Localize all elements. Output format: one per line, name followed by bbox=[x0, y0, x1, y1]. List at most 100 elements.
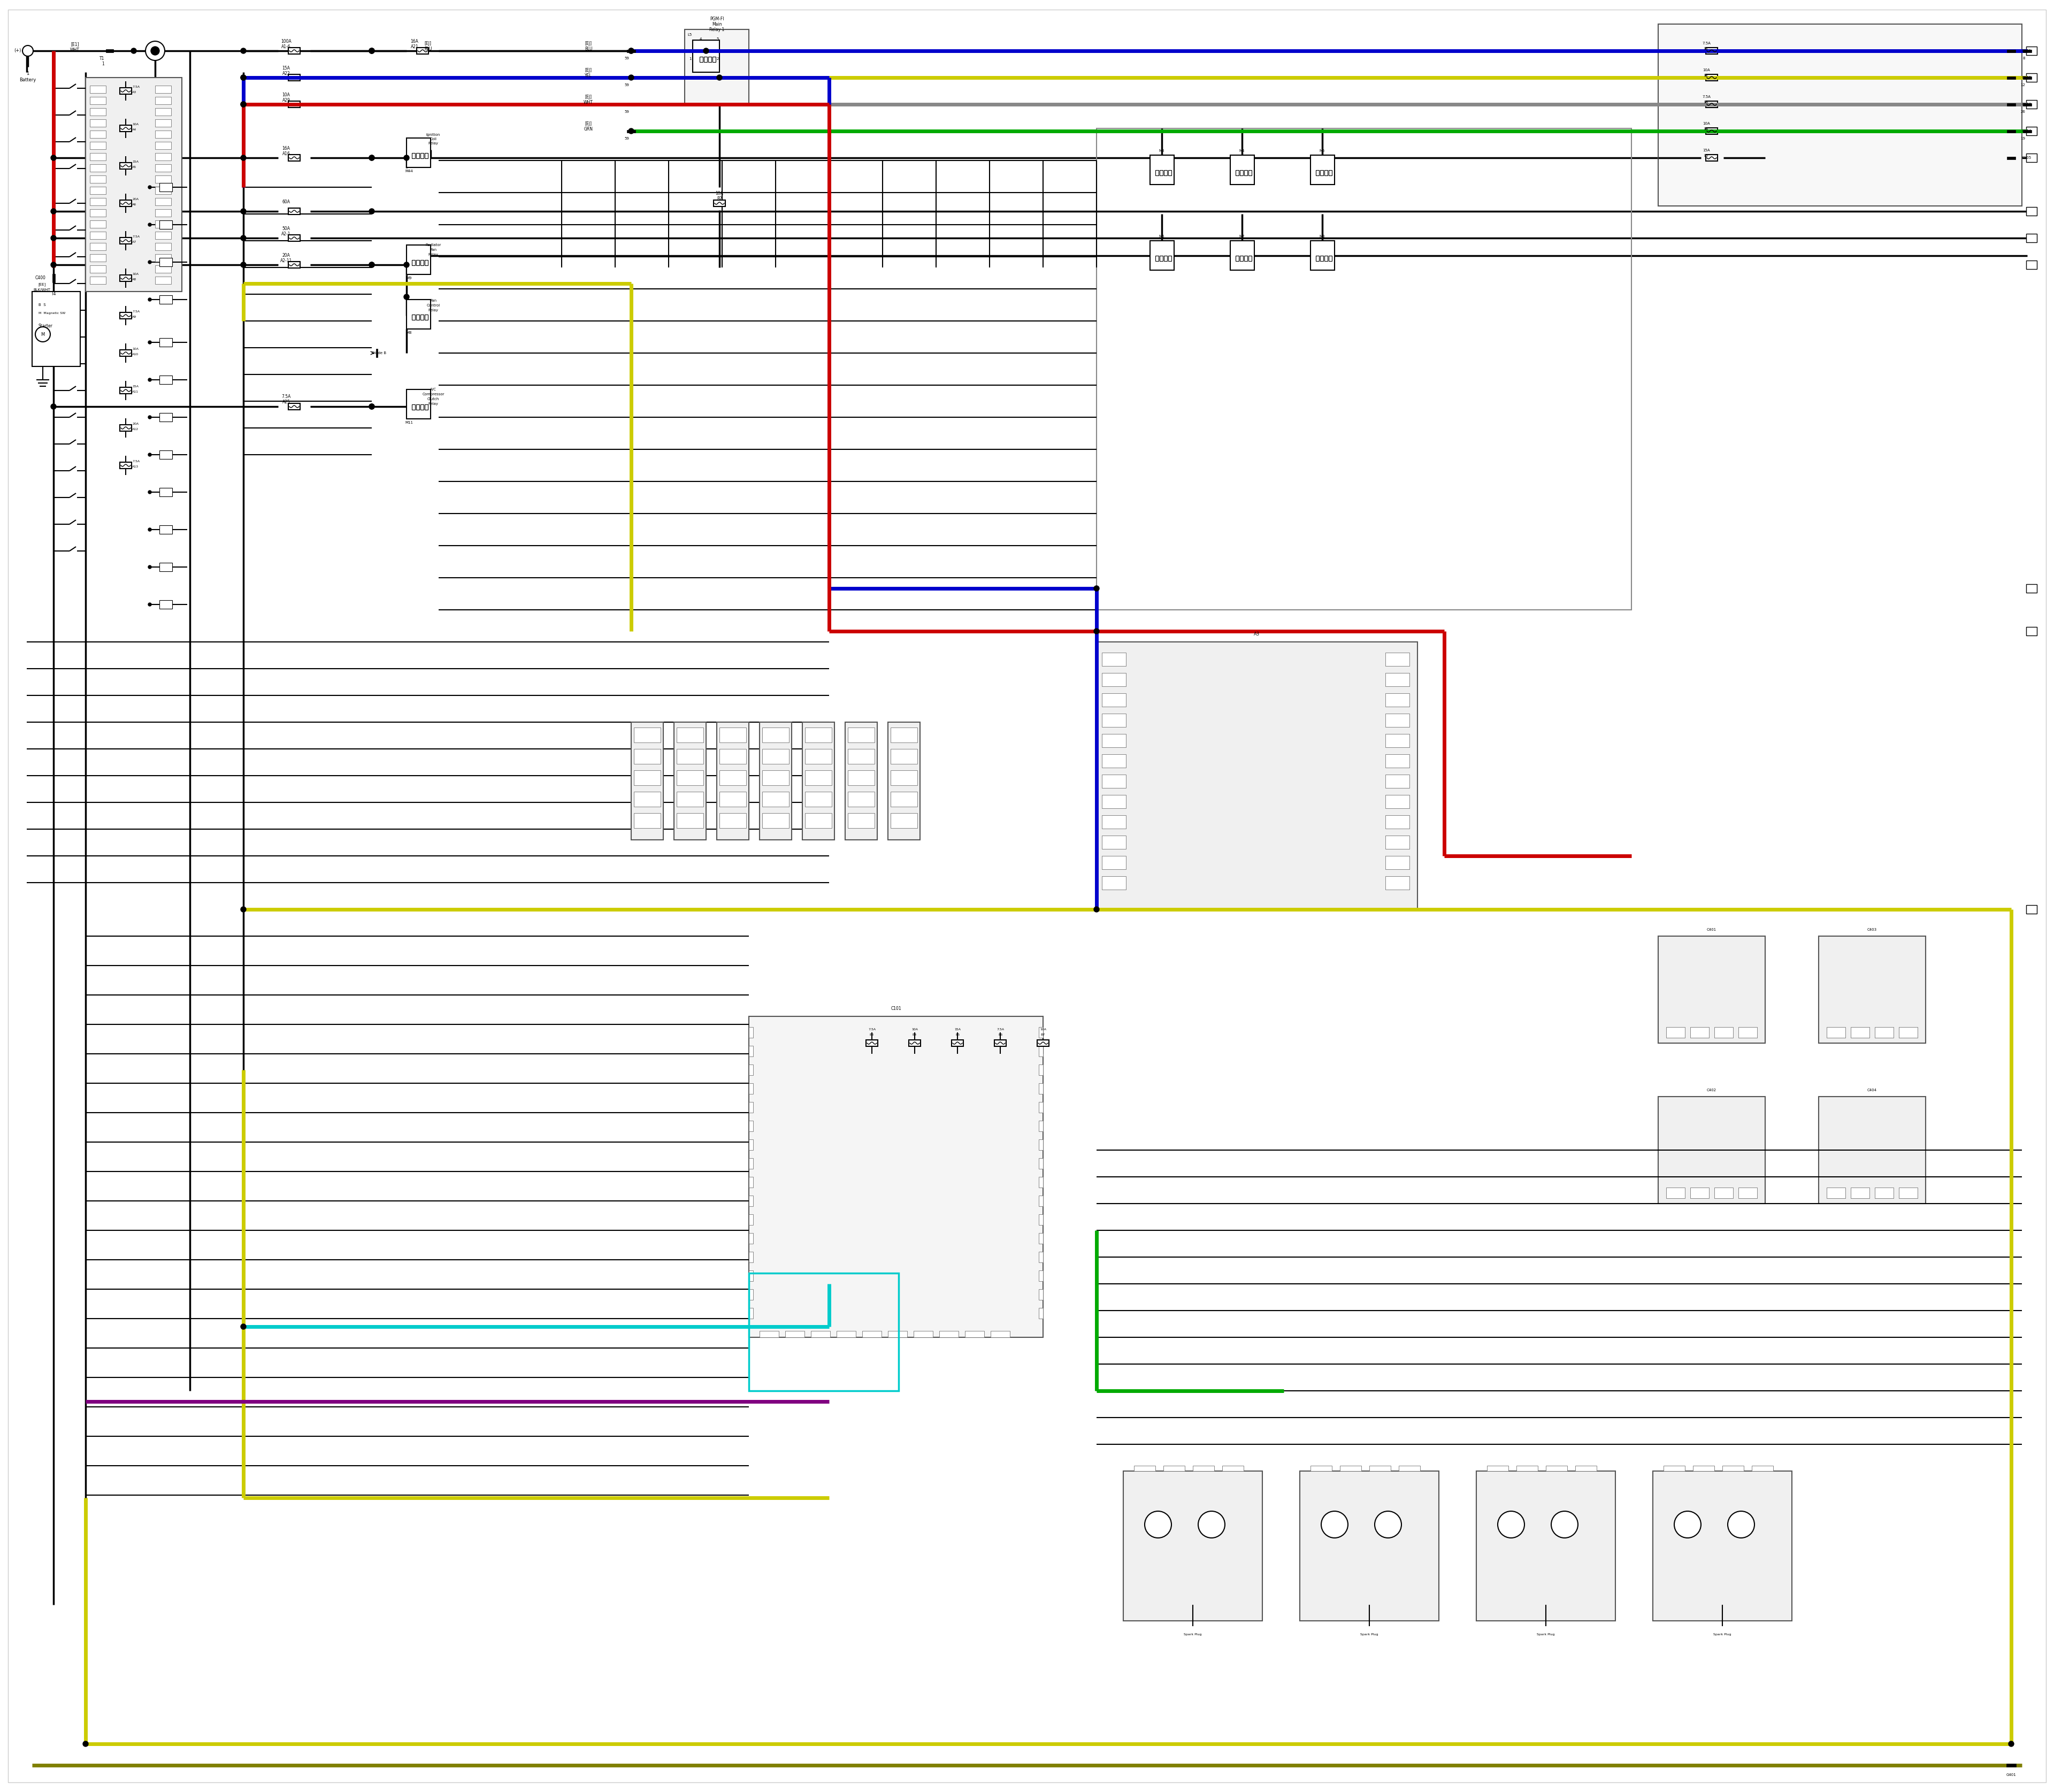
Text: M11: M11 bbox=[405, 421, 413, 425]
Text: A8: A8 bbox=[131, 278, 136, 281]
Bar bbox=[1851, 1027, 1869, 1038]
Text: A10: A10 bbox=[131, 353, 138, 355]
Text: A3: A3 bbox=[1255, 631, 1259, 636]
Bar bbox=[805, 792, 832, 806]
Bar bbox=[1150, 156, 1175, 185]
Circle shape bbox=[82, 1742, 88, 1747]
Text: C404: C404 bbox=[1867, 1088, 1877, 1091]
Bar bbox=[1875, 1027, 1894, 1038]
Bar bbox=[635, 728, 661, 742]
Text: G401: G401 bbox=[2007, 1774, 2017, 1776]
Bar bbox=[676, 814, 702, 828]
Circle shape bbox=[370, 262, 374, 267]
Circle shape bbox=[148, 260, 152, 263]
Bar bbox=[750, 1158, 754, 1168]
Bar bbox=[635, 771, 661, 785]
Bar bbox=[119, 201, 131, 206]
Bar bbox=[762, 792, 789, 806]
Circle shape bbox=[370, 156, 374, 161]
Bar bbox=[1097, 129, 1631, 609]
Bar bbox=[1039, 1233, 1043, 1244]
Text: C400: C400 bbox=[35, 276, 45, 281]
Bar bbox=[288, 403, 300, 410]
Bar bbox=[1101, 713, 1126, 728]
Text: B2: B2 bbox=[717, 197, 723, 201]
Text: 20A: 20A bbox=[131, 197, 138, 201]
Text: M8: M8 bbox=[1319, 235, 1325, 238]
Text: A5: A5 bbox=[131, 165, 136, 168]
Circle shape bbox=[148, 222, 152, 226]
Text: 10A: 10A bbox=[1039, 1029, 1045, 1030]
Bar bbox=[90, 254, 107, 262]
Bar bbox=[750, 1288, 754, 1299]
Text: 15A: 15A bbox=[281, 66, 290, 70]
Bar bbox=[713, 201, 725, 206]
Bar bbox=[417, 260, 419, 265]
Text: 59: 59 bbox=[624, 57, 629, 59]
Bar bbox=[1384, 857, 1409, 869]
Bar bbox=[939, 1331, 959, 1337]
Bar bbox=[1165, 256, 1167, 262]
Circle shape bbox=[702, 48, 709, 54]
Text: 10A: 10A bbox=[1703, 68, 1711, 72]
Bar bbox=[891, 749, 918, 763]
Bar bbox=[288, 100, 300, 108]
Bar bbox=[692, 39, 719, 72]
Bar bbox=[288, 48, 300, 54]
Bar bbox=[1487, 1466, 1508, 1471]
Bar bbox=[1715, 1027, 1734, 1038]
Bar bbox=[421, 405, 423, 410]
Bar bbox=[1384, 735, 1409, 747]
Bar bbox=[1384, 815, 1409, 828]
Text: Main: Main bbox=[713, 22, 721, 27]
Text: Control: Control bbox=[427, 305, 440, 306]
Bar bbox=[86, 77, 183, 292]
Circle shape bbox=[131, 48, 136, 54]
Bar bbox=[90, 165, 107, 172]
Bar bbox=[2025, 905, 2038, 914]
Bar bbox=[887, 722, 920, 840]
Bar bbox=[90, 231, 107, 238]
Bar bbox=[1329, 256, 1331, 262]
Bar bbox=[1249, 170, 1251, 176]
Bar bbox=[421, 152, 423, 158]
Bar bbox=[1317, 256, 1319, 262]
Bar bbox=[750, 1102, 754, 1113]
Circle shape bbox=[370, 48, 374, 54]
Bar bbox=[951, 1039, 963, 1047]
Bar bbox=[1321, 256, 1323, 262]
Bar bbox=[413, 315, 415, 321]
Bar bbox=[626, 104, 635, 106]
Text: WHT: WHT bbox=[70, 47, 80, 52]
Text: L3: L3 bbox=[1705, 100, 1709, 104]
Bar bbox=[1370, 1466, 1391, 1471]
Bar bbox=[1039, 1215, 1043, 1226]
Circle shape bbox=[150, 47, 160, 56]
Bar bbox=[750, 1233, 754, 1244]
Text: 7.5A: 7.5A bbox=[131, 461, 140, 462]
Bar bbox=[1237, 256, 1239, 262]
Text: C101: C101 bbox=[891, 1005, 902, 1011]
Circle shape bbox=[240, 262, 246, 267]
Bar bbox=[1101, 857, 1126, 869]
Text: C105: C105 bbox=[2021, 156, 2031, 159]
Bar bbox=[2025, 127, 2038, 136]
Circle shape bbox=[370, 48, 374, 54]
Text: BLU: BLU bbox=[423, 47, 431, 52]
Text: Relay: Relay bbox=[427, 308, 438, 312]
Text: 7.5A: 7.5A bbox=[131, 86, 140, 88]
Circle shape bbox=[629, 48, 635, 54]
Text: Relay: Relay bbox=[427, 401, 438, 405]
Bar bbox=[635, 749, 661, 763]
Bar bbox=[90, 244, 107, 251]
Text: 8: 8 bbox=[2023, 57, 2025, 59]
Bar bbox=[156, 108, 170, 115]
Bar bbox=[1658, 1097, 1764, 1204]
Bar bbox=[288, 235, 300, 242]
Circle shape bbox=[370, 403, 374, 409]
Bar bbox=[1039, 1064, 1043, 1075]
Bar bbox=[160, 296, 173, 305]
Bar bbox=[1101, 674, 1126, 686]
Bar bbox=[2025, 47, 2038, 56]
Bar bbox=[2025, 627, 2038, 636]
